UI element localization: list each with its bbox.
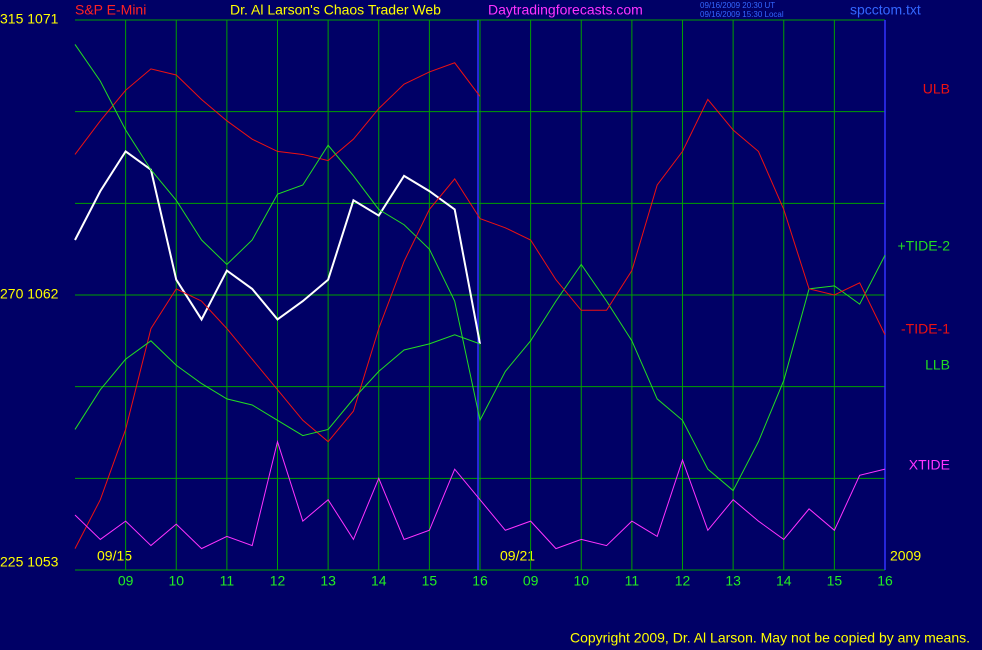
y-tick-label: 270 1062 [0, 286, 59, 302]
copyright: Copyright 2009, Dr. Al Larson. May not b… [570, 630, 970, 646]
year-label: 2009 [890, 548, 921, 564]
series-line [74, 98, 886, 549]
x-tick-label: 10 [573, 573, 589, 589]
x-tick-label: 16 [877, 573, 893, 589]
series-lines [74, 44, 886, 550]
x-tick-label: 12 [675, 573, 691, 589]
date-label: 09/21 [500, 548, 535, 564]
x-tick-label: 14 [776, 573, 792, 589]
x-tick-label: 09 [118, 573, 134, 589]
series-line [74, 44, 886, 492]
x-tick-label: 16 [472, 573, 488, 589]
timestamp: 09/16/2009 20:30 UT [700, 1, 775, 10]
x-tick-label: 09 [523, 573, 539, 589]
timestamp: 09/16/2009 15:30 Local [700, 10, 784, 19]
symbol: S&P E-Mini [75, 2, 146, 18]
series-label: LLB [925, 357, 950, 373]
series-line [74, 439, 886, 550]
x-tick-label: 11 [625, 573, 640, 589]
x-tick-label: 15 [422, 573, 438, 589]
site: Daytradingforecasts.com [488, 2, 643, 18]
x-tick-label: 14 [371, 573, 387, 589]
series-line [74, 334, 481, 437]
series-line [74, 62, 481, 162]
series-label: -TIDE-1 [901, 321, 950, 337]
x-tick-label: 13 [725, 573, 741, 589]
series-label: XTIDE [909, 457, 950, 473]
series-label: ULB [923, 81, 950, 97]
y-tick-label: 315 1071 [0, 11, 59, 27]
x-tick-label: 10 [168, 573, 184, 589]
chart-title: Dr. Al Larson's Chaos Trader Web [230, 2, 441, 18]
series-line [74, 149, 481, 345]
x-tick-label: 15 [827, 573, 843, 589]
y-tick-label: 225 1053 [0, 554, 59, 570]
file-name: spcctom.txt [850, 2, 921, 18]
date-label: 09/15 [97, 548, 132, 564]
x-tick-label: 11 [220, 573, 235, 589]
series-label: +TIDE-2 [897, 238, 950, 254]
x-tick-label: 13 [320, 573, 336, 589]
x-tick-label: 12 [270, 573, 286, 589]
